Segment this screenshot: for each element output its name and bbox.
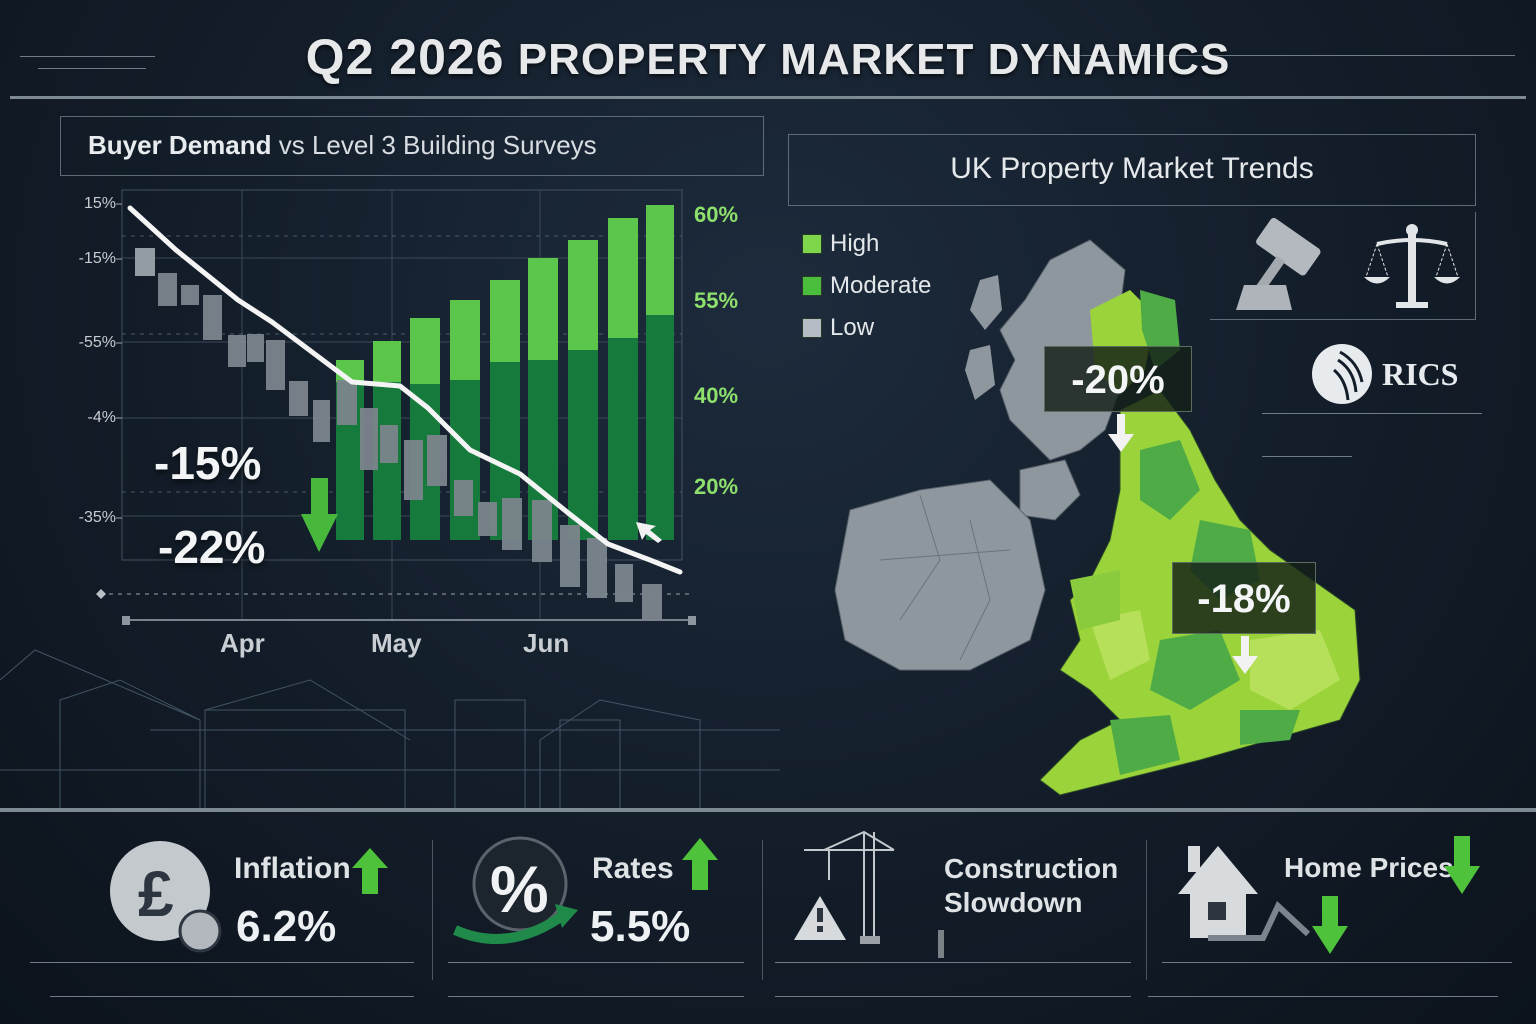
callout-arrow-icon	[1232, 636, 1258, 674]
svg-text:£: £	[138, 858, 174, 930]
left-chart-title-box	[60, 116, 764, 176]
header-rule	[10, 96, 1526, 99]
up-arrow-icon	[682, 838, 718, 890]
deco-arrow-line	[1262, 413, 1482, 414]
right-axis-tick: 40%	[694, 383, 739, 408]
deco-arrow-line	[448, 996, 744, 997]
deco-arrow-line	[1262, 456, 1352, 457]
legend-swatch-high	[802, 234, 822, 254]
callout-arrow-icon	[1108, 414, 1134, 452]
deco-arrow-line	[1045, 55, 1515, 56]
deco-arrow-line	[20, 56, 155, 57]
callout-south-england: -18%	[1172, 562, 1316, 634]
legend-item-moderate: Moderate	[802, 272, 931, 300]
legend-item-high: High	[802, 230, 879, 258]
deco-arrow-line	[1162, 962, 1512, 963]
left-axis-tick: -15%	[78, 250, 116, 267]
legal-icons-box	[1210, 212, 1476, 320]
legend-item-low: Low	[802, 314, 874, 342]
left-chart-title: Buyer Demand vs Level 3 Building Surveys	[88, 130, 597, 160]
down-arrow-icon	[1312, 896, 1348, 954]
x-axis-label: Apr	[220, 628, 265, 658]
svg-text:%: %	[490, 852, 549, 926]
annotation-demand-drop: -15%	[154, 437, 262, 489]
lion-emblem-icon	[1312, 344, 1372, 404]
survey-bars	[336, 205, 674, 540]
page-title: Q2 2026 PROPERTY MARKET DYNAMICS	[305, 29, 1231, 85]
annotation-survey-drop: -22%	[158, 521, 266, 573]
demand-vs-surveys-chart	[96, 189, 696, 625]
gavel-icon	[1236, 217, 1321, 310]
right-axis-tick: 55%	[694, 288, 739, 313]
footer-rule	[0, 808, 1536, 812]
right-panel-title: UK Property Market Trends	[950, 152, 1314, 185]
x-axis-label: May	[371, 628, 422, 658]
demand-trend-line	[127, 205, 683, 575]
percent-icon: %	[453, 836, 578, 944]
stat-rates-label: Rates	[592, 852, 674, 885]
house-icon	[1178, 846, 1311, 941]
callout-scotland-border: -20%	[1044, 346, 1192, 412]
legend-swatch-moderate	[802, 276, 822, 296]
footer-divider	[432, 840, 433, 980]
stat-inflation-label: Inflation	[234, 852, 351, 885]
wireframe-buildings-decor	[0, 649, 780, 810]
deco-arrow-line	[775, 996, 1131, 997]
stat-inflation-value: 6.2%	[236, 902, 337, 951]
deco-arrow-line	[30, 962, 414, 963]
pound-coin-icon: £	[110, 841, 222, 953]
left-axis-tick: 15%	[83, 195, 116, 212]
stat-rates-value: 5.5%	[590, 902, 691, 951]
down-arrow-icon	[301, 478, 338, 552]
scales-icon	[1364, 224, 1460, 308]
stat-construction-label: Construction Slowdown	[944, 853, 1119, 918]
down-arrow-icon	[1444, 836, 1480, 894]
rics-logo: RICS	[1310, 342, 1458, 406]
left-axis-tick: -4%	[87, 409, 116, 426]
stat-home-prices-label: Home Prices	[1284, 852, 1454, 883]
deco-arrow-line	[775, 962, 1131, 963]
crane-warning-icon	[794, 830, 944, 958]
deco-arrow-line	[50, 996, 414, 997]
footer-divider	[762, 840, 763, 980]
up-arrow-icon	[352, 848, 388, 894]
deco-arrow-line	[448, 962, 744, 963]
cursor-arrow-icon	[636, 522, 662, 543]
right-axis-tick: 20%	[694, 474, 739, 499]
left-axis-tick: -35%	[78, 509, 116, 526]
deco-arrow-line	[1148, 996, 1498, 997]
demand-candles	[135, 248, 662, 620]
left-axis-tick: -55%	[78, 334, 116, 351]
legend-swatch-low	[802, 318, 822, 338]
deco-arrow-line	[38, 68, 146, 69]
right-axis-tick: 60%	[694, 202, 739, 227]
footer-divider	[1146, 840, 1147, 980]
x-axis-label: Jun	[523, 628, 570, 658]
right-title-box	[788, 134, 1476, 206]
